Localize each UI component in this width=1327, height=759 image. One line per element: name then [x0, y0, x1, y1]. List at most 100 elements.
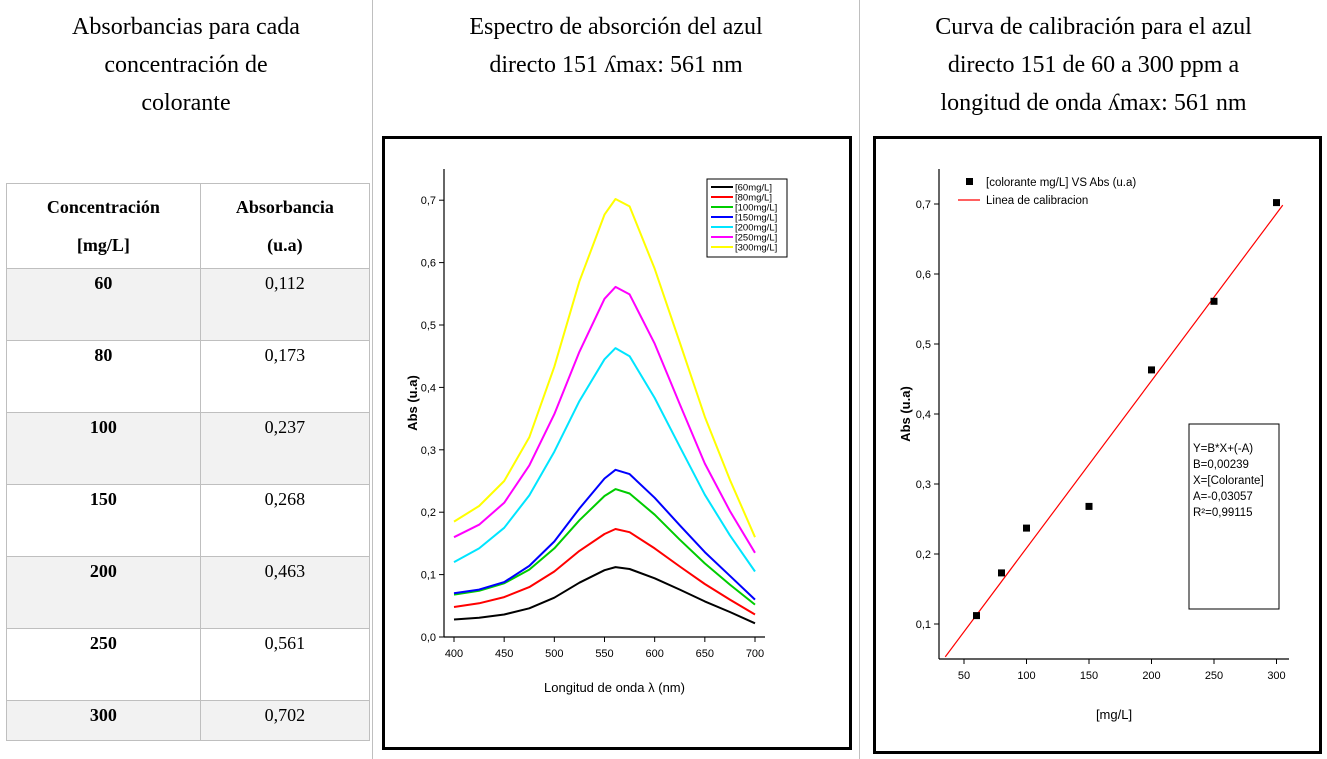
cell-absorbance: 0,237: [199, 412, 371, 485]
x-tick-label: 50: [958, 670, 970, 682]
data-point: [1085, 502, 1093, 510]
x-tick-label: 500: [545, 648, 563, 660]
y-axis-label: Abs (u.a): [405, 375, 420, 431]
header-concentration-line2: [mg/L]: [76, 235, 130, 255]
table-row: 300 0,702: [6, 700, 371, 741]
table-row: 200 0,463: [6, 556, 371, 629]
cell-concentration: 300: [6, 700, 201, 741]
table-heading-line: concentración de: [104, 52, 268, 78]
calibration-heading-line: directo 151 de 60 a 300 ppm a: [947, 52, 1240, 78]
series-line: [453, 488, 756, 606]
legend-label: [100mg/L]: [735, 203, 777, 214]
calibration-line: [944, 204, 1284, 658]
y-tick-label: 0,0: [421, 632, 436, 644]
legend-label: [300mg/L]: [735, 243, 777, 254]
series-line: [453, 468, 756, 601]
data-point: [1210, 297, 1218, 305]
spectrum-heading: Espectro de absorción del azul directo 1…: [373, 8, 859, 84]
y-tick-label: 0,1: [421, 570, 436, 582]
x-tick-label: 100: [1017, 670, 1035, 682]
x-axis-label: Longitud de onda λ (nm): [544, 680, 685, 695]
series-line: [453, 566, 756, 625]
legend-label: [200mg/L]: [735, 223, 777, 234]
legend-marker: [966, 178, 973, 185]
y-tick-label: 0,3: [916, 479, 931, 491]
calibration-heading: Curva de calibración para el azul direct…: [860, 8, 1327, 122]
annotation-text: A=-0,03057: [1193, 491, 1253, 503]
y-tick-label: 0,2: [916, 549, 931, 561]
spectrum-heading-line: Espectro de absorción del azul: [469, 14, 763, 40]
cell-absorbance: 0,173: [199, 340, 371, 413]
y-tick-label: 0,5: [916, 339, 931, 351]
spectrum-chart-frame: 0,0 0,1 0,2 0,3 0,4 0,5 0,6 0,7 400 450 500 550 600 6…: [382, 136, 852, 750]
absorbance-table-column: Absorbancias para cada concentración de …: [0, 0, 372, 759]
cell-concentration: 150: [6, 484, 201, 557]
annotation-text: R²=0,99115: [1193, 507, 1253, 519]
cell-concentration: 100: [6, 412, 201, 485]
cell-absorbance: 0,112: [199, 268, 371, 341]
cell-absorbance: 0,561: [199, 628, 371, 701]
calibration-column: Curva de calibración para el azul direct…: [859, 0, 1327, 759]
y-tick-label: 0,6: [421, 258, 436, 270]
table-heading-line: Absorbancias para cada: [72, 14, 300, 40]
table-heading: Absorbancias para cada concentración de …: [0, 8, 372, 122]
legend-label: [colorante mg/L] VS Abs (u.a): [986, 177, 1136, 189]
y-tick-label: 0,2: [421, 507, 436, 519]
header-concentration-line1: Concentración: [46, 197, 160, 217]
table-row: 60 0,112: [6, 268, 371, 341]
cell-absorbance: 0,702: [199, 700, 371, 741]
data-point: [973, 612, 980, 620]
y-tick-label: 0,7: [916, 199, 931, 211]
y-tick-label: 0,7: [421, 195, 436, 207]
x-tick-label: 450: [495, 648, 513, 660]
series-line: [453, 285, 756, 554]
x-axis-label: [mg/L]: [1096, 707, 1132, 722]
data-point: [998, 569, 1005, 577]
x-tick-label: 650: [696, 648, 714, 660]
series-line: [453, 347, 756, 573]
legend-label: [80mg/L]: [735, 193, 772, 204]
y-axis-label: Abs (u.a): [898, 386, 913, 442]
data-point: [1148, 366, 1155, 374]
legend-label: [150mg/L]: [735, 213, 777, 224]
header-absorbance-line1: Absorbancia: [235, 197, 334, 217]
series-line: [453, 528, 756, 616]
y-tick-label: 0,4: [421, 382, 436, 394]
y-tick-label: 0,1: [916, 619, 931, 631]
data-point: [1023, 524, 1030, 532]
annotation-text: B=0,00239: [1193, 459, 1249, 471]
x-tick-label: 150: [1080, 670, 1098, 682]
data-point: [1273, 199, 1280, 207]
table-heading-line: colorante: [141, 90, 231, 116]
cell-concentration: 60: [6, 268, 201, 341]
cell-concentration: 80: [6, 340, 201, 413]
header-absorbance-line2: (u.a): [267, 235, 303, 255]
calibration-chart: 0,1 0,2 0,3 0,4 0,5 0,6 0,7 50 100 150 200 250 300 [m…: [898, 169, 1289, 722]
y-tick-label: 0,4: [916, 409, 931, 421]
spectrum-column: Espectro de absorción del azul directo 1…: [372, 0, 859, 759]
annotation-box: [1188, 423, 1280, 610]
legend-label: [60mg/L]: [735, 183, 772, 194]
cell-absorbance: 0,268: [199, 484, 371, 557]
legend-label: [250mg/L]: [735, 233, 777, 244]
series-line: [453, 198, 756, 538]
x-tick-label: 400: [445, 648, 463, 660]
table-row: 250 0,561: [6, 628, 371, 701]
annotation-text: Y=B*X+(-A): [1193, 443, 1253, 455]
x-tick-label: 300: [1267, 670, 1285, 682]
cell-concentration: 250: [6, 628, 201, 701]
calibration-heading-line: longitud de onda ʎmax: 561 nm: [940, 90, 1247, 116]
x-tick-label: 550: [595, 648, 613, 660]
legend-label: Linea de calibracion: [986, 195, 1088, 207]
table-row: 150 0,268: [6, 484, 371, 557]
table-row: 80 0,173: [6, 340, 371, 413]
cell-concentration: 200: [6, 556, 201, 629]
y-tick-label: 0,5: [421, 320, 436, 332]
spectrum-heading-line: directo 151 ʎmax: 561 nm: [489, 52, 743, 78]
x-tick-label: 600: [645, 648, 663, 660]
x-tick-label: 700: [746, 648, 764, 660]
absorbance-table: Concentración [mg/L] Absorbancia (u.a) 6…: [6, 183, 371, 741]
calibration-heading-line: Curva de calibración para el azul: [935, 14, 1252, 40]
header-absorbance: Absorbancia (u.a): [199, 183, 371, 269]
cell-absorbance: 0,463: [199, 556, 371, 629]
